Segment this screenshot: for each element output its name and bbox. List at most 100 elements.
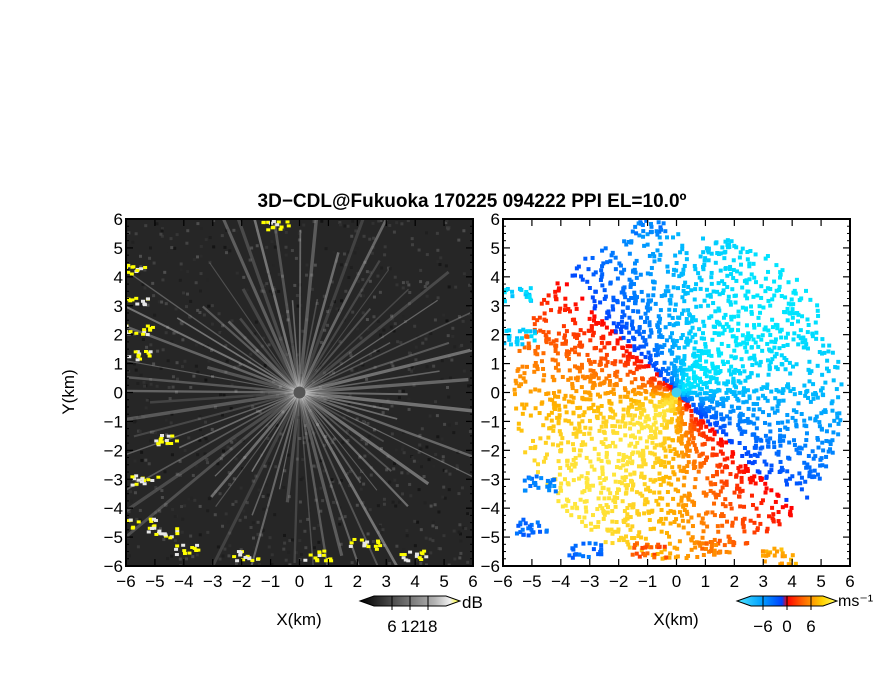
velocity-cell [745, 341, 750, 346]
reflectivity-echo-cell [322, 549, 327, 553]
velocity-cell [728, 409, 733, 414]
velocity-cell [766, 372, 771, 377]
reflectivity-noise-cell [416, 520, 420, 524]
velocity-cell [682, 475, 687, 480]
velocity-cell [685, 339, 690, 344]
velocity-cell [667, 475, 672, 480]
velocity-cell [662, 446, 667, 451]
reflectivity-noise-cell [221, 554, 225, 558]
velocity-cell [676, 345, 681, 350]
reflectivity-noise-cell [360, 288, 364, 292]
velocity-cell [613, 372, 618, 377]
velocity-cell [613, 329, 618, 334]
reflectivity-noise-cell [452, 529, 456, 533]
velocity-cell [680, 406, 685, 411]
velocity-cell [738, 464, 743, 469]
velocity-edge-cell [634, 541, 639, 546]
reflectivity-noise-cell [379, 523, 383, 527]
reflectivity-noise-cell [137, 414, 141, 418]
velocity-cell [579, 274, 584, 279]
reflectivity-noise-cell [132, 362, 136, 366]
velocity-edge-cell [766, 552, 771, 557]
velocity-cell [551, 391, 556, 396]
reflectivity-noise-cell [204, 437, 208, 441]
velocity-cell [727, 536, 732, 541]
reflectivity-noise-cell [245, 288, 249, 292]
velocity-cell [768, 436, 773, 441]
velocity-cell [563, 296, 568, 301]
reflectivity-beam [126, 375, 300, 394]
velocity-cell [784, 482, 789, 487]
velocity-edge-cell [780, 554, 785, 559]
velocity-cell [672, 368, 677, 373]
velocity-cell [838, 418, 843, 423]
reflectivity-noise-cell [350, 368, 354, 372]
velocity-cell [699, 402, 704, 407]
velocity-cell [591, 272, 596, 277]
reflectivity-noise-cell [267, 391, 271, 395]
reflectivity-echo-cell [266, 228, 271, 232]
reflectivity-echo-cell [324, 559, 329, 563]
reflectivity-noise-cell [233, 437, 237, 441]
velocity-cell [578, 328, 583, 333]
velocity-cell [643, 388, 648, 393]
velocity-cell [663, 464, 668, 469]
velocity-cell [719, 351, 724, 356]
velocity-cell [704, 380, 709, 385]
reflectivity-noise-cell [196, 308, 200, 312]
velocity-cell [736, 314, 741, 319]
reflectivity-noise-cell [298, 519, 302, 523]
reflectivity-noise-cell [218, 492, 222, 496]
velocity-cell [641, 407, 646, 412]
velocity-cell [648, 272, 653, 277]
velocity-cell [634, 490, 639, 495]
velocity-cell [596, 496, 601, 501]
velocity-edge-cell [519, 287, 524, 292]
velocity-cell [714, 410, 719, 415]
velocity-cell [681, 504, 686, 509]
reflectivity-noise-cell [441, 455, 445, 459]
velocity-edge-cell [532, 329, 537, 334]
reflectivity-noise-cell [290, 342, 294, 346]
reflectivity-noise-cell [437, 510, 441, 514]
reflectivity-noise-cell [144, 406, 148, 410]
reflectivity-echo-cell [156, 442, 161, 446]
velocity-cell [833, 365, 838, 370]
velocity-cell [591, 483, 596, 488]
velocity-cell [595, 320, 600, 325]
reflectivity-noise-cell [275, 423, 279, 427]
velocity-edge-cell [760, 549, 765, 554]
velocity-cell [791, 302, 796, 307]
reflectivity-y-tick-label: −4 [104, 499, 123, 518]
velocity-cell [799, 487, 804, 492]
velocity-cell [698, 304, 703, 309]
velocity-cell [726, 534, 731, 539]
reflectivity-noise-cell [265, 245, 269, 249]
reflectivity-noise-cell [390, 314, 394, 318]
velocity-cell [766, 413, 771, 418]
velocity-cell [651, 394, 656, 399]
velocity-cell [675, 430, 680, 435]
reflectivity-noise-cell [194, 464, 198, 468]
reflectivity-noise-cell [338, 221, 342, 225]
velocity-cell [609, 401, 614, 406]
velocity-cell [764, 486, 769, 491]
velocity-cell [704, 287, 709, 292]
velocity-cell [556, 403, 561, 408]
velocity-cell [770, 325, 775, 330]
reflectivity-noise-cell [323, 398, 327, 402]
velocity-cell [546, 391, 551, 396]
velocity-cell [820, 351, 825, 356]
velocity-edge-cell [523, 329, 528, 334]
reflectivity-noise-cell [338, 522, 342, 526]
velocity-cell [750, 461, 755, 466]
velocity-cell [569, 347, 574, 352]
reflectivity-echo-cell [148, 517, 153, 521]
reflectivity-noise-cell [410, 237, 414, 241]
velocity-cell [542, 311, 547, 316]
velocity-cell [740, 333, 745, 338]
reflectivity-noise-cell [360, 438, 364, 442]
velocity-cell [654, 343, 659, 348]
reflectivity-noise-cell [320, 219, 324, 223]
reflectivity-noise-cell [180, 530, 184, 534]
